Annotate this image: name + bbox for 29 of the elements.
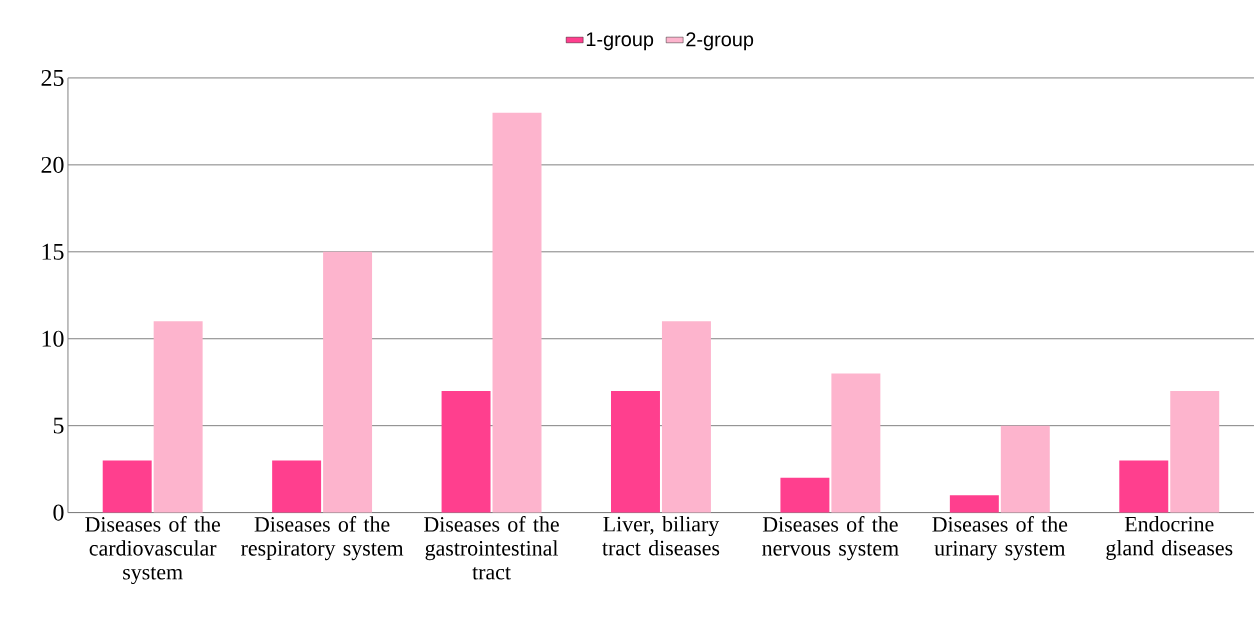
y-tick-label: 0 — [53, 504, 64, 521]
x-tick-label: Diseases of the nervous system — [762, 516, 899, 561]
bar — [102, 460, 152, 513]
x-tick-label: Liver, biliary tract diseases — [602, 516, 720, 556]
y-tick-label: 15 — [42, 244, 64, 261]
y-tick-label: 5 — [53, 417, 64, 434]
bar — [1000, 425, 1050, 513]
x-tick-label: Diseases of the gastrointestinal tract — [424, 516, 559, 580]
bar — [949, 495, 999, 513]
bar — [1119, 460, 1169, 513]
bar — [441, 391, 491, 513]
x-tick-label: Endocrine gland diseases — [1106, 516, 1233, 561]
legend-label: 2-group — [686, 32, 754, 51]
bar — [492, 112, 542, 513]
y-tick-label: 25 — [41, 70, 64, 87]
x-tick-label: Diseases of the respiratory system — [241, 516, 404, 561]
legend-label: 1-group — [586, 32, 654, 51]
x-tick-label: Diseases of the urinary system — [932, 516, 1068, 561]
y-tick-label: 20 — [41, 157, 64, 174]
bar — [780, 478, 830, 513]
bar — [323, 252, 373, 513]
bar — [831, 373, 881, 513]
bar — [611, 391, 660, 513]
bar — [272, 460, 322, 513]
y-tick-label: 10 — [42, 330, 64, 348]
bar — [153, 321, 203, 513]
bar — [1170, 391, 1220, 513]
bar — [661, 321, 711, 513]
x-tick-label: Diseases of the cardiovascular system — [85, 516, 221, 585]
